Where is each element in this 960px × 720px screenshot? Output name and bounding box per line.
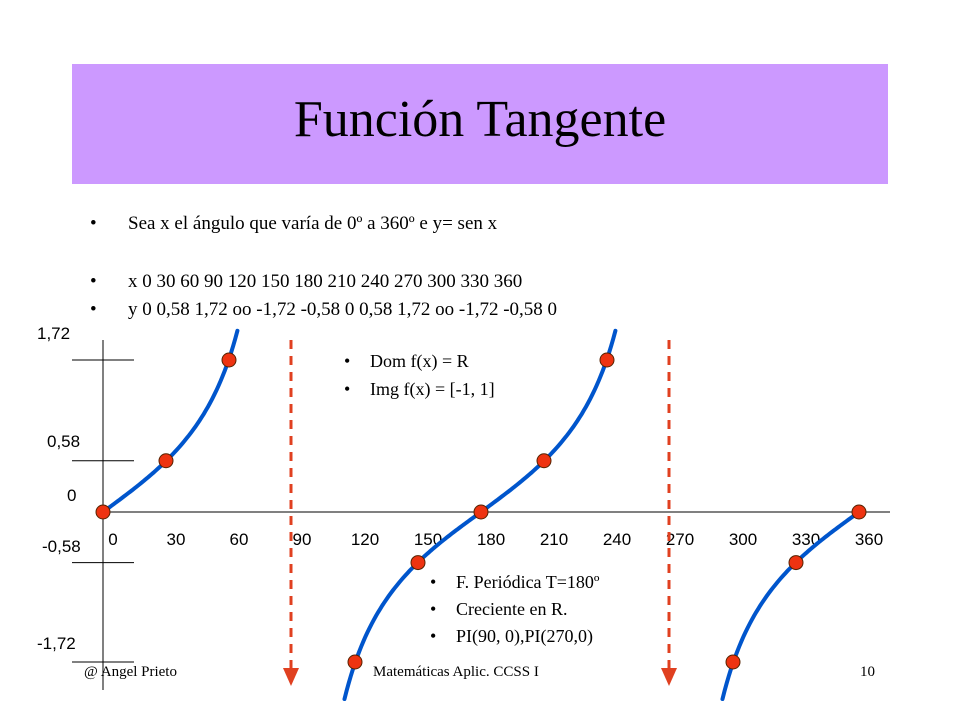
x-tick-label: 90	[293, 530, 312, 549]
bullet-symbol: •	[90, 271, 97, 292]
y-tick-label: -0,58	[42, 537, 81, 556]
periodic-text: F. Periódica T=180º	[456, 572, 600, 592]
footer-author: @ Angel Prieto	[84, 664, 177, 680]
data-point	[599, 352, 615, 368]
image-text: Img f(x) = [-1, 1]	[370, 379, 495, 399]
data-point	[536, 453, 552, 469]
bullet-symbol: •	[344, 351, 351, 371]
x-tick-label: 0	[108, 530, 117, 549]
x-values-text: x 0 30 60 90 120 150 180 210 240 270 300…	[128, 271, 523, 292]
increasing-text: Creciente en R.	[456, 599, 568, 619]
x-tick-label: 150	[414, 530, 442, 549]
data-point	[473, 504, 489, 520]
y-tick-label: 0,58	[47, 432, 81, 451]
data-point	[347, 654, 363, 670]
x-tick-label: 30	[167, 530, 186, 549]
y-tick-label: -1,72	[37, 634, 76, 653]
bullet-symbol: •	[430, 572, 437, 592]
x-tick-label: 60	[230, 530, 249, 549]
asymptote-arrowhead	[661, 668, 677, 686]
bullet-symbol: •	[430, 599, 437, 619]
x-tick-label: 180	[477, 530, 505, 549]
x-tick-label: 120	[351, 530, 379, 549]
domain-text: Dom f(x) = R	[370, 351, 469, 371]
x-tick-label: 270	[666, 530, 694, 549]
x-tick-label: 210	[540, 530, 568, 549]
footer-page-number: 10	[860, 664, 875, 680]
x-tick-label: 240	[603, 530, 631, 549]
x-tick-label: 330	[792, 530, 820, 549]
curve-branch	[101, 328, 240, 514]
data-point	[95, 504, 111, 520]
y-values-text: y 0 0,58 1,72 oo -1,72 -0,58 0 0,58 1,72…	[128, 299, 558, 320]
data-point	[725, 654, 741, 670]
x-tick-label: 360	[855, 530, 883, 549]
bullet-symbol: •	[344, 379, 351, 399]
y-tick-label: 0	[67, 486, 77, 505]
intro-text: Sea x el ángulo que varía de 0º a 360º e…	[128, 213, 498, 234]
bullet-symbol: •	[430, 626, 437, 646]
data-point	[410, 555, 426, 571]
bullet-symbol: •	[90, 299, 97, 320]
title-band: Función Tangente	[72, 64, 888, 184]
slide-title: Función Tangente	[293, 91, 667, 148]
data-point	[158, 453, 174, 469]
bullet-symbol: •	[90, 213, 97, 234]
data-point	[788, 555, 804, 571]
x-tick-label: 300	[729, 530, 757, 549]
footer-course: Matemáticas Aplic. CCSS I	[373, 664, 539, 680]
y-tick-label: 1,72	[37, 324, 71, 343]
asymptote-arrowhead	[283, 668, 299, 686]
data-point	[851, 504, 867, 520]
inflection-text: PI(90, 0),PI(270,0)	[456, 626, 593, 646]
data-point	[221, 352, 237, 368]
